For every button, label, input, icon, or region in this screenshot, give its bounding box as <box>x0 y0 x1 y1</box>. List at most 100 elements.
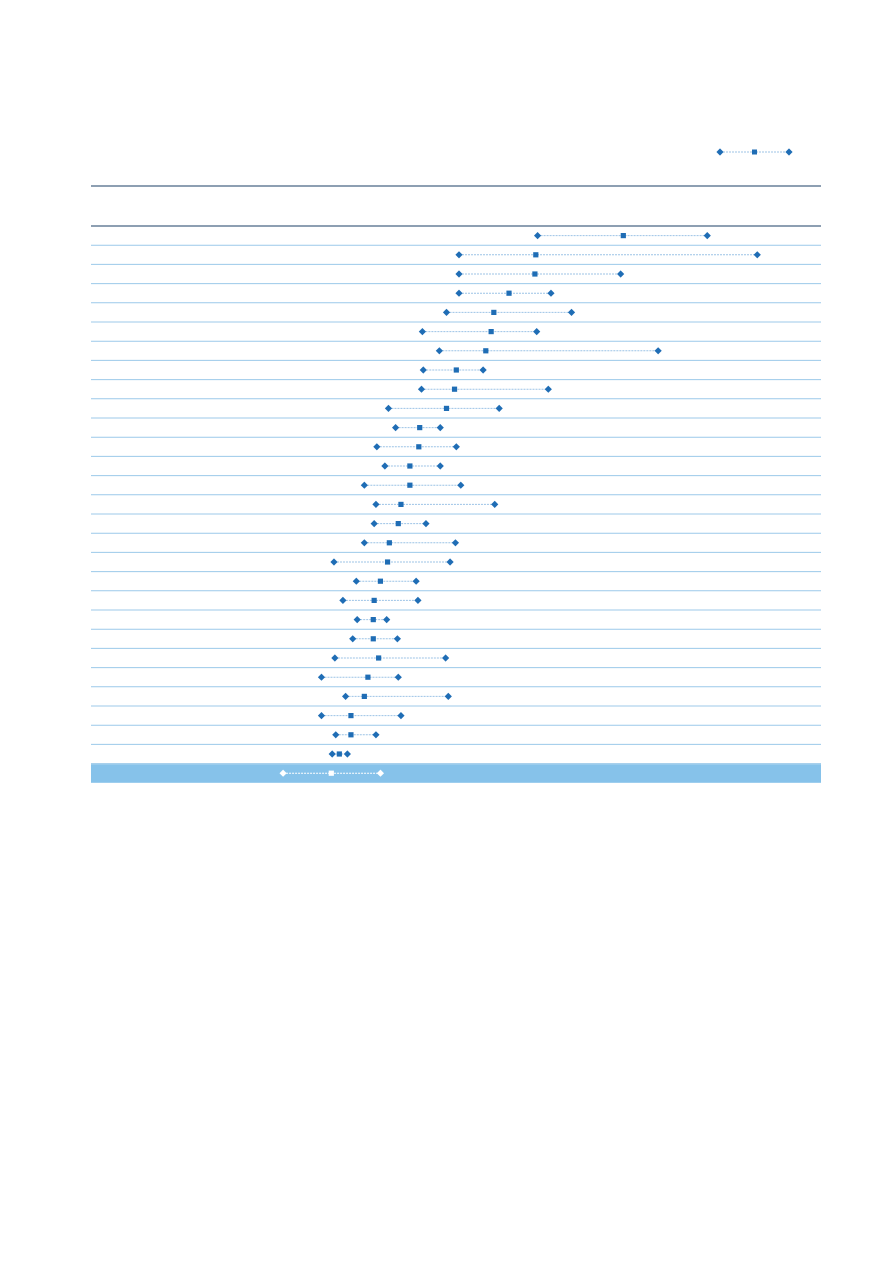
low-marker <box>341 692 350 700</box>
high-marker <box>451 539 460 547</box>
data-row <box>339 596 422 604</box>
high-marker <box>479 366 487 374</box>
data-row <box>419 366 487 374</box>
mid-marker <box>377 578 384 584</box>
mid-marker <box>483 348 489 354</box>
data-row <box>455 270 625 278</box>
low-marker <box>442 308 451 316</box>
low-marker <box>332 731 340 739</box>
mid-marker <box>533 252 539 258</box>
data-row <box>370 520 430 528</box>
data-row <box>317 712 405 720</box>
low-marker <box>533 232 542 240</box>
low-marker <box>330 558 338 566</box>
data-row <box>349 635 401 643</box>
data-row <box>360 539 460 547</box>
high-marker <box>452 443 460 451</box>
data-row <box>455 289 555 297</box>
mid-marker <box>370 636 376 642</box>
highlight-row-band <box>91 764 821 783</box>
legend <box>716 148 793 156</box>
high-marker <box>442 654 450 662</box>
high-marker <box>547 289 555 297</box>
mid-marker <box>370 617 376 623</box>
high-marker <box>414 596 422 604</box>
high-marker <box>544 385 552 393</box>
data-row <box>331 654 450 662</box>
data-row <box>330 558 454 566</box>
legend-mid-marker <box>752 149 757 155</box>
data-row <box>391 424 444 432</box>
data-row <box>317 673 402 681</box>
high-marker <box>654 347 662 355</box>
mid-marker <box>532 271 538 277</box>
low-marker <box>279 769 287 777</box>
low-marker <box>360 539 368 547</box>
high-marker <box>383 616 391 624</box>
high-marker <box>617 270 625 278</box>
low-marker <box>349 635 357 643</box>
data-row <box>442 308 576 316</box>
mid-marker <box>407 482 413 488</box>
mid-marker <box>488 329 494 335</box>
low-marker <box>370 520 378 528</box>
data-row <box>360 481 465 489</box>
high-marker <box>397 712 405 720</box>
legend-high-marker <box>785 148 793 156</box>
mid-marker <box>386 540 392 546</box>
data-row <box>418 328 541 336</box>
highlight-band-layer <box>91 764 821 783</box>
low-marker <box>417 385 426 393</box>
high-marker <box>446 558 454 566</box>
row-dividers <box>91 244 821 765</box>
high-marker <box>444 692 452 700</box>
low-marker <box>455 289 463 297</box>
high-marker <box>376 769 385 777</box>
low-marker <box>418 328 426 336</box>
mid-marker <box>371 597 377 603</box>
legend-low-marker <box>716 148 724 156</box>
low-marker <box>352 577 360 585</box>
high-marker <box>393 635 401 643</box>
mid-marker <box>417 425 423 431</box>
mid-marker <box>443 405 450 411</box>
mid-marker <box>398 501 404 507</box>
mid-marker <box>620 233 626 239</box>
mid-marker <box>336 751 342 757</box>
data-row <box>352 577 420 585</box>
high-marker <box>343 750 351 758</box>
high-marker <box>495 404 503 412</box>
mid-marker <box>491 309 497 315</box>
data-row <box>533 232 711 240</box>
high-marker <box>457 481 465 489</box>
mid-marker <box>328 770 334 776</box>
high-marker <box>436 424 444 432</box>
high-marker <box>567 308 576 316</box>
mid-marker <box>361 693 367 699</box>
low-marker <box>455 251 463 259</box>
low-marker <box>339 596 347 604</box>
data-row <box>373 443 460 451</box>
mid-marker <box>384 559 391 565</box>
data-row <box>353 616 391 624</box>
data-row <box>279 769 385 777</box>
high-marker <box>436 462 444 470</box>
low-marker <box>391 424 400 432</box>
mid-marker <box>395 521 401 527</box>
data-row <box>341 692 452 700</box>
low-marker <box>317 712 326 720</box>
low-marker <box>381 462 389 470</box>
high-marker <box>703 232 711 240</box>
low-marker <box>328 750 336 758</box>
low-marker <box>353 616 361 624</box>
mid-marker <box>416 444 422 450</box>
high-marker <box>533 328 541 336</box>
low-marker <box>384 404 393 412</box>
low-marker <box>419 366 427 374</box>
high-marker <box>422 520 430 528</box>
low-marker <box>455 270 463 278</box>
low-marker <box>435 347 443 355</box>
mid-marker <box>348 732 354 738</box>
data-row <box>332 731 380 739</box>
